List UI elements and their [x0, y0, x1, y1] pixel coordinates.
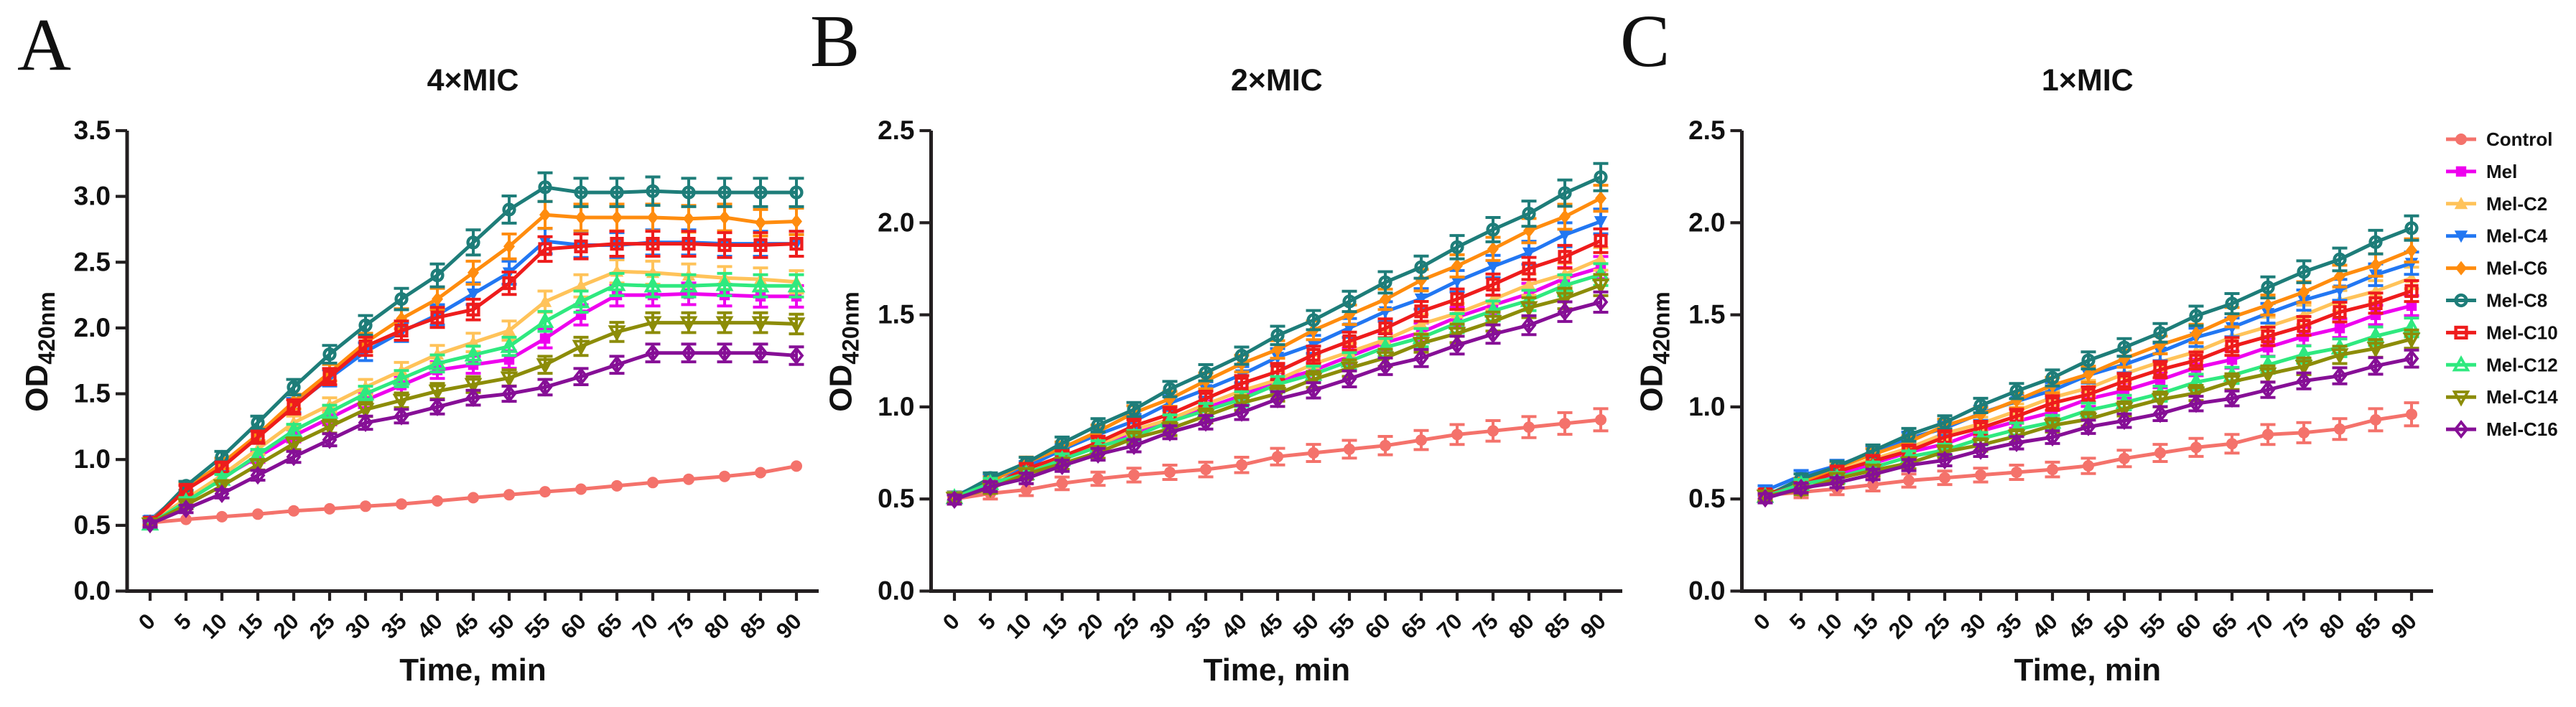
- svg-text:0.5: 0.5: [74, 510, 111, 540]
- svg-text:Mel-C10: Mel-C10: [2486, 322, 2558, 343]
- svg-text:2.5: 2.5: [878, 116, 914, 145]
- svg-text:Mel: Mel: [2486, 161, 2517, 182]
- svg-text:2.5: 2.5: [74, 247, 111, 276]
- svg-text:0.5: 0.5: [878, 484, 914, 513]
- svg-text:4×MIC: 4×MIC: [427, 63, 519, 98]
- svg-text:B: B: [810, 0, 860, 83]
- svg-text:Control: Control: [2486, 128, 2552, 150]
- svg-text:2.5: 2.5: [1688, 116, 1725, 145]
- svg-text:Mel-C4: Mel-C4: [2486, 225, 2548, 247]
- svg-text:2.0: 2.0: [74, 313, 111, 342]
- svg-text:C: C: [1620, 0, 1670, 83]
- svg-text:0.0: 0.0: [74, 576, 111, 606]
- svg-text:Mel-C16: Mel-C16: [2486, 418, 2558, 440]
- svg-text:OD420nm: OD420nm: [824, 291, 864, 411]
- svg-text:0.0: 0.0: [1688, 576, 1725, 606]
- svg-text:2.0: 2.0: [1688, 207, 1725, 237]
- svg-text:1×MIC: 1×MIC: [2042, 63, 2134, 98]
- svg-text:1.5: 1.5: [74, 379, 111, 408]
- svg-text:1.5: 1.5: [1688, 300, 1725, 329]
- svg-text:3.5: 3.5: [74, 116, 111, 145]
- svg-text:0.0: 0.0: [878, 576, 914, 606]
- svg-text:3.0: 3.0: [74, 182, 111, 211]
- svg-text:1.0: 1.0: [1688, 392, 1725, 421]
- svg-text:Time, min: Time, min: [1204, 652, 1351, 688]
- svg-text:Mel-C2: Mel-C2: [2486, 193, 2547, 215]
- svg-text:Mel-C8: Mel-C8: [2486, 290, 2547, 312]
- svg-text:2.0: 2.0: [878, 207, 914, 237]
- svg-text:Mel-C14: Mel-C14: [2486, 386, 2558, 408]
- svg-text:Mel-C12: Mel-C12: [2486, 354, 2558, 375]
- svg-text:0.5: 0.5: [1688, 484, 1725, 513]
- svg-text:1.5: 1.5: [878, 300, 914, 329]
- svg-text:Mel-C6: Mel-C6: [2486, 258, 2547, 279]
- svg-text:OD420nm: OD420nm: [1635, 291, 1675, 411]
- svg-text:OD420nm: OD420nm: [19, 291, 60, 411]
- svg-text:A: A: [17, 4, 71, 86]
- svg-text:1.0: 1.0: [878, 392, 914, 421]
- svg-text:Time, min: Time, min: [399, 652, 547, 688]
- svg-text:1.0: 1.0: [74, 444, 111, 474]
- svg-text:Time, min: Time, min: [2014, 652, 2162, 688]
- svg-text:2×MIC: 2×MIC: [1231, 63, 1323, 98]
